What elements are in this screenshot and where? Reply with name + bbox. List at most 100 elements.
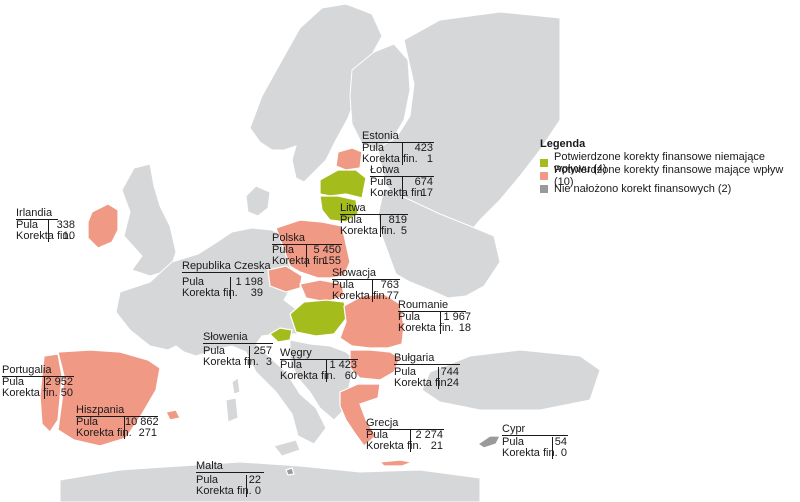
correction-value: 0 <box>560 447 567 459</box>
country-name: Bułgaria <box>394 353 460 365</box>
country-name: Irlandia <box>16 208 58 220</box>
row-labels: Pula Korekta fin. <box>502 437 558 459</box>
country-name: Łotwa <box>370 165 434 177</box>
row-values: 22 0 <box>246 475 263 497</box>
pool-value: 744 <box>440 366 459 378</box>
row-labels: Pula Korekta fin. <box>280 360 336 382</box>
correction-label: Korekta fin. <box>398 322 454 334</box>
correction-value: 10 <box>62 230 75 242</box>
legend-item-no-impact: Potwierdzone korekty finansowe niemające… <box>540 151 800 175</box>
legend-title: Legenda <box>540 138 586 150</box>
correction-value: 3 <box>265 356 272 368</box>
pool-label: Pula <box>394 366 417 378</box>
correction-label: Korekta fin. <box>76 427 132 439</box>
row-values: 763 77 <box>372 280 401 302</box>
pool-label: Pula <box>2 376 25 388</box>
country-shapes <box>39 147 501 476</box>
pool-label: Pula <box>366 429 389 441</box>
pool-value: 257 <box>253 345 272 357</box>
row-values: 744 24 <box>438 367 461 389</box>
romania-shape <box>339 293 405 349</box>
correction-value: 17 <box>420 187 433 199</box>
row-labels: Pula Korekta fin. <box>340 215 396 237</box>
pool-label: Pula <box>370 176 393 188</box>
row-values: 5 450 155 <box>306 245 343 267</box>
row-labels: Pula Korekta fin. <box>370 177 426 199</box>
correction-label: Korekta fin. <box>203 356 259 368</box>
correction-value: 18 <box>458 322 471 334</box>
pool-value: 1 423 <box>329 359 357 371</box>
row-values: 257 3 <box>249 346 274 368</box>
correction-value: 21 <box>430 440 443 452</box>
row-values: 1 198 39 <box>230 277 265 299</box>
country-name: Grecja <box>366 418 444 430</box>
pool-label: Pula <box>196 474 219 486</box>
row-values: 2 952 50 <box>44 377 75 399</box>
legend-swatch-grey <box>540 184 548 193</box>
correction-label: Korekta fin. <box>196 485 252 497</box>
correction-label: Korekta fin. <box>272 255 328 267</box>
row-labels: Pula Korekta fin. <box>196 475 252 497</box>
crete-shape <box>378 459 415 467</box>
bulgaria-shape <box>349 349 401 381</box>
pool-label: Pula <box>16 219 39 231</box>
row-labels: Pula Korekta fin. <box>272 245 328 267</box>
country-name: Słowacja <box>332 268 400 280</box>
slovakia-shape <box>299 279 345 303</box>
legend-label: Nie nałożono korekt finansowych (2) <box>554 182 732 195</box>
country-name: Malta <box>196 461 264 473</box>
row-labels: Pula Korekta fin. <box>16 220 72 242</box>
legend-swatch-salmon <box>540 171 548 180</box>
pool-label: Pula <box>340 214 363 226</box>
pool-value: 819 <box>388 214 407 226</box>
spain-shape <box>57 349 161 447</box>
correction-value: 1 <box>426 153 433 165</box>
slovenia-shape <box>269 327 293 343</box>
country-name: Słowenia <box>203 332 273 344</box>
greece-shape <box>339 383 381 447</box>
row-values: 423 1 <box>402 143 435 165</box>
row-values: 2 274 21 <box>410 430 445 452</box>
correction-value: 0 <box>254 485 261 497</box>
correction-value: 5 <box>400 225 407 237</box>
legend-label: Potwierdzone korekty finansowe niemające… <box>554 150 765 175</box>
country-name: Polska <box>272 233 342 245</box>
row-values: 338 10 <box>48 220 77 242</box>
pool-value: 2 952 <box>45 376 73 388</box>
pool-label: Pula <box>182 276 205 288</box>
pool-value: 423 <box>414 142 433 154</box>
pool-value: 22 <box>248 474 261 486</box>
row-labels: Pula Korekta fin. <box>76 417 132 439</box>
pool-label: Pula <box>203 345 226 357</box>
correction-label: Korekta fin. <box>182 287 238 299</box>
correction-value: 39 <box>250 287 263 299</box>
correction-label: Korekta fin. <box>366 440 422 452</box>
country-name: Litwa <box>340 203 408 215</box>
pool-label: Pula <box>272 244 295 256</box>
correction-label: Korekta fin. <box>340 225 396 237</box>
pool-value: 54 <box>554 436 567 448</box>
row-values: 10 862 271 <box>124 417 159 439</box>
country-name: Estonia <box>362 131 434 143</box>
row-labels: Pula Korekta fin. <box>203 346 259 368</box>
pool-value: 1 198 <box>235 276 263 288</box>
pool-value: 338 <box>56 219 75 231</box>
row-labels: Pula Korekta fin. <box>2 377 58 399</box>
latvia-shape <box>319 169 367 199</box>
pool-value: 10 862 <box>125 416 159 428</box>
row-labels: Pula Korekta fin. <box>398 312 454 334</box>
pool-label: Pula <box>502 436 525 448</box>
lithuania-shape <box>319 195 359 223</box>
malta-shape <box>285 467 295 476</box>
correction-label: Korekta fin. <box>362 153 418 165</box>
ireland-shape <box>87 203 119 249</box>
row-labels: Pula Korekta fin. <box>366 430 422 452</box>
pool-value: 2 274 <box>415 429 443 441</box>
correction-value: 271 <box>138 427 157 439</box>
czech-republic-shape <box>267 265 303 293</box>
legend-item-impact: Potwierdzone korekty finansowe mające wp… <box>540 164 800 188</box>
pool-label: Pula <box>362 142 385 154</box>
cyprus-shape <box>476 435 501 449</box>
